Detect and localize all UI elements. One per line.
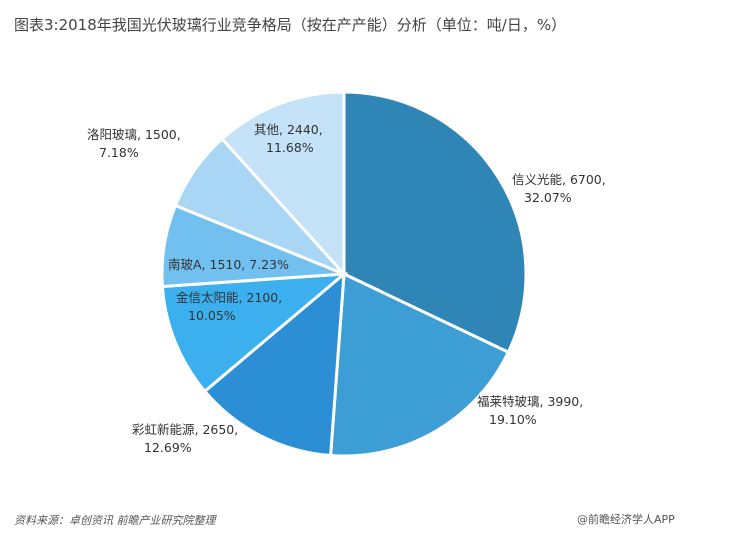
- slice-label: 其他, 2440, 11.68%: [254, 122, 323, 155]
- slice-label: 洛阳玻璃, 1500, 7.18%: [87, 127, 181, 160]
- slice-label: 信义光能, 6700, 32.07%: [512, 172, 606, 205]
- chart-title: 图表3:2018年我国光伏玻璃行业竞争格局（按在产产能）分析（单位：吨/日，%）: [14, 16, 567, 34]
- pie-slices: [160, 90, 528, 458]
- slice-label: 金信太阳能, 2100, 10.05%: [176, 290, 282, 323]
- pie-labels: 信义光能, 6700, 32.07% 福莱特玻璃, 3990, 19.10% 彩虹新能源…: [87, 122, 606, 455]
- pie-slice: [202, 270, 346, 458]
- source-note: 资料来源：卓创资讯 前瞻产业研究院整理: [14, 514, 216, 527]
- pie-slice: [342, 90, 528, 355]
- credit-note: @前瞻经济学人APP: [577, 513, 675, 526]
- slice-label: 彩虹新能源, 2650, 12.69%: [132, 422, 238, 455]
- slice-label: 福莱特玻璃, 3990, 19.10%: [477, 394, 583, 427]
- pie-slice: [160, 272, 349, 394]
- pie-slice: [219, 90, 346, 278]
- pie-slice: [328, 271, 511, 458]
- slice-label: 南玻A, 1510, 7.23%: [168, 257, 289, 272]
